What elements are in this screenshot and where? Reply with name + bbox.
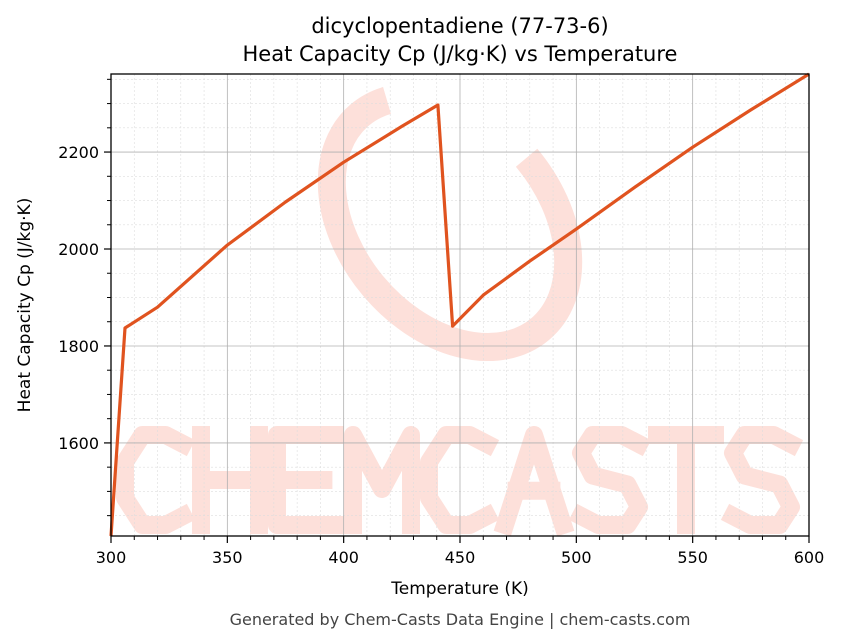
y-tick-label: 1600: [58, 434, 99, 453]
plot-lines: [109, 72, 810, 537]
y-tick-label: 2200: [58, 143, 99, 162]
watermark-letter-c: [420, 426, 500, 534]
series-line-cp: [109, 72, 810, 537]
x-tick-label: 500: [561, 548, 592, 567]
watermark-letter-m: [344, 426, 420, 534]
watermark-letter-c: [116, 426, 196, 534]
watermark-letter-s: [568, 426, 652, 534]
footer-credit: Generated by Chem-Casts Data Engine | ch…: [230, 610, 691, 629]
x-tick-label: 400: [328, 548, 359, 567]
watermark-lettering: [116, 426, 804, 537]
x-tick-label: 450: [445, 548, 476, 567]
watermark-c-logo: [317, 82, 583, 362]
x-tick-label: 350: [212, 548, 243, 567]
y-tick-label: 2000: [58, 240, 99, 259]
axis-ticks: 300 350 400 450 500 550 600 1600 1800 2000 2200: [58, 78, 825, 567]
y-tick-label: 1800: [58, 337, 99, 356]
chart-subtitle: Heat Capacity Cp (J/kg·K) vs Temperature: [243, 42, 678, 66]
watermark-letter-a: [493, 426, 575, 537]
y-axis-label: Heat Capacity Cp (J/kg·K): [15, 198, 35, 413]
chart-title: dicyclopentadiene (77-73-6): [311, 14, 608, 38]
watermark: [116, 82, 804, 537]
x-axis-label: Temperature (K): [390, 579, 529, 599]
watermark-letter-s: [720, 426, 804, 534]
x-tick-label: 600: [794, 548, 825, 567]
x-tick-label: 550: [677, 548, 708, 567]
grid: [110, 74, 810, 536]
x-tick-label: 300: [96, 548, 127, 567]
